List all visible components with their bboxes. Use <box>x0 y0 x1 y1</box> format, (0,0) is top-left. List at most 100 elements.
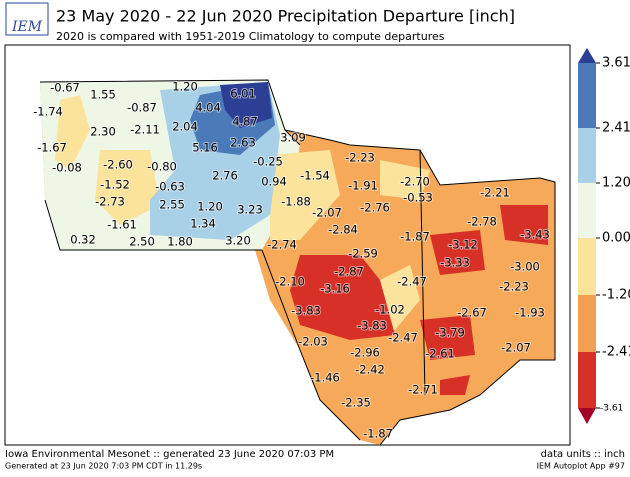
station-value: -2.23 <box>345 151 375 165</box>
station-value: -0.80 <box>147 160 177 174</box>
station-value: 2.63 <box>230 136 256 150</box>
colorbar-arrow <box>578 408 596 424</box>
station-value: 5.16 <box>192 141 218 155</box>
station-value: 2.55 <box>159 198 185 212</box>
station-value: 1.80 <box>167 235 193 249</box>
station-value: -1.88 <box>281 195 311 209</box>
subtitle: 2020 is compared with 1951-2019 Climatol… <box>56 30 445 43</box>
station-value: 2.30 <box>90 125 116 139</box>
station-value: -2.96 <box>350 346 380 360</box>
zone-red <box>420 205 548 395</box>
state-borders <box>39 79 556 446</box>
station-value: 1.20 <box>172 80 198 94</box>
station-value: -1.67 <box>37 141 67 155</box>
colorbar-label: -1.20 <box>602 288 630 303</box>
station-value: -3.16 <box>320 282 350 296</box>
station-value: -1.02 <box>375 303 405 317</box>
station-value: 2.76 <box>212 169 238 183</box>
station-value: -1.87 <box>363 427 393 441</box>
colorbar-label: -2.41 <box>602 345 630 360</box>
station-value: 1.34 <box>190 217 216 231</box>
station-value: 0.32 <box>70 233 96 247</box>
station-value: 3.23 <box>237 203 263 217</box>
map <box>4 44 571 446</box>
station-value: -0.25 <box>253 155 283 169</box>
station-value: -2.84 <box>328 223 358 237</box>
station-value: -2.47 <box>397 275 427 289</box>
colorbar-label: 0.00 <box>602 231 630 246</box>
station-value: -2.23 <box>499 280 529 294</box>
station-value: -1.54 <box>300 169 330 183</box>
footer-right: data units :: inch <box>541 449 625 460</box>
station-value: -2.74 <box>267 238 297 252</box>
station-value: -2.07 <box>312 206 342 220</box>
colorbar-label: 2.41 <box>602 121 630 136</box>
station-value: 1.55 <box>90 88 116 102</box>
station-value: -2.47 <box>388 331 418 345</box>
zone <box>270 150 340 240</box>
station-value: -3.12 <box>448 238 478 252</box>
logo: IEM <box>11 19 43 35</box>
logo-box <box>5 2 49 36</box>
station-value: 6.01 <box>230 87 256 101</box>
station-value: -1.52 <box>100 178 130 192</box>
station-value: -2.03 <box>298 335 328 349</box>
colorbar-band <box>578 238 596 295</box>
station-value: -2.87 <box>334 265 364 279</box>
station-value: 3.20 <box>225 234 251 248</box>
station-value: -1.91 <box>348 179 378 193</box>
zone-blue <box>220 82 272 128</box>
station-value: -2.35 <box>341 396 371 410</box>
station-value: 2.04 <box>172 120 198 134</box>
station-value: -3.43 <box>520 228 550 242</box>
footer-right-small: IEM Autoplot App #97 <box>537 462 625 471</box>
station-value: 0.94 <box>261 175 287 189</box>
station-value: -2.73 <box>95 195 125 209</box>
colorbar-label: -3.61 <box>600 404 623 414</box>
station-value: -2.70 <box>400 175 430 189</box>
station-value: -1.93 <box>515 306 545 320</box>
station-value: -3.33 <box>440 256 470 270</box>
colorbar-band <box>578 352 596 408</box>
station-value: -1.46 <box>310 371 340 385</box>
station-value: -2.76 <box>360 201 390 215</box>
station-value: -1.74 <box>33 105 63 119</box>
station-value: 4.87 <box>232 115 258 129</box>
station-value: -1.61 <box>107 218 137 232</box>
zone <box>55 95 160 225</box>
station-value: -0.08 <box>52 161 82 175</box>
station-value: -2.42 <box>355 363 385 377</box>
station-value: -0.63 <box>155 180 185 194</box>
colorbar-band <box>578 63 596 128</box>
colorbar <box>578 48 596 424</box>
station-value: -2.07 <box>501 341 531 355</box>
station-value: -3.79 <box>435 326 465 340</box>
station-value: -2.10 <box>275 275 305 289</box>
colorbar-label: 1.20 <box>602 176 630 191</box>
footer-left-small: Generated at 23 Jun 2020 7:03 PM CDT in … <box>5 462 202 471</box>
zone-red <box>290 255 395 340</box>
station-value: 4.04 <box>195 101 221 115</box>
colorbar-band <box>578 128 596 183</box>
colorbar-band <box>578 183 596 238</box>
station-value: -3.83 <box>357 319 387 333</box>
station-value: -0.87 <box>127 101 157 115</box>
station-value: -2.71 <box>408 383 438 397</box>
station-value: 1.20 <box>197 200 223 214</box>
station-value: -2.78 <box>467 215 497 229</box>
colorbar-label: 3.61 <box>602 56 630 71</box>
station-value: -2.11 <box>130 123 160 137</box>
station-value: -2.67 <box>457 306 487 320</box>
station-value: 3.09 <box>280 131 306 145</box>
station-value: 2.50 <box>129 235 155 249</box>
station-value: -0.53 <box>403 191 433 205</box>
station-value: -1.87 <box>400 230 430 244</box>
colorbar-arrow <box>578 48 596 63</box>
title: 23 May 2020 - 22 Jun 2020 Precipitation … <box>56 7 515 26</box>
station-value: -3.00 <box>510 260 540 274</box>
station-value: -3.83 <box>291 304 321 318</box>
footer-left: Iowa Environmental Mesonet :: generated … <box>5 449 334 460</box>
station-value: -0.67 <box>50 81 80 95</box>
